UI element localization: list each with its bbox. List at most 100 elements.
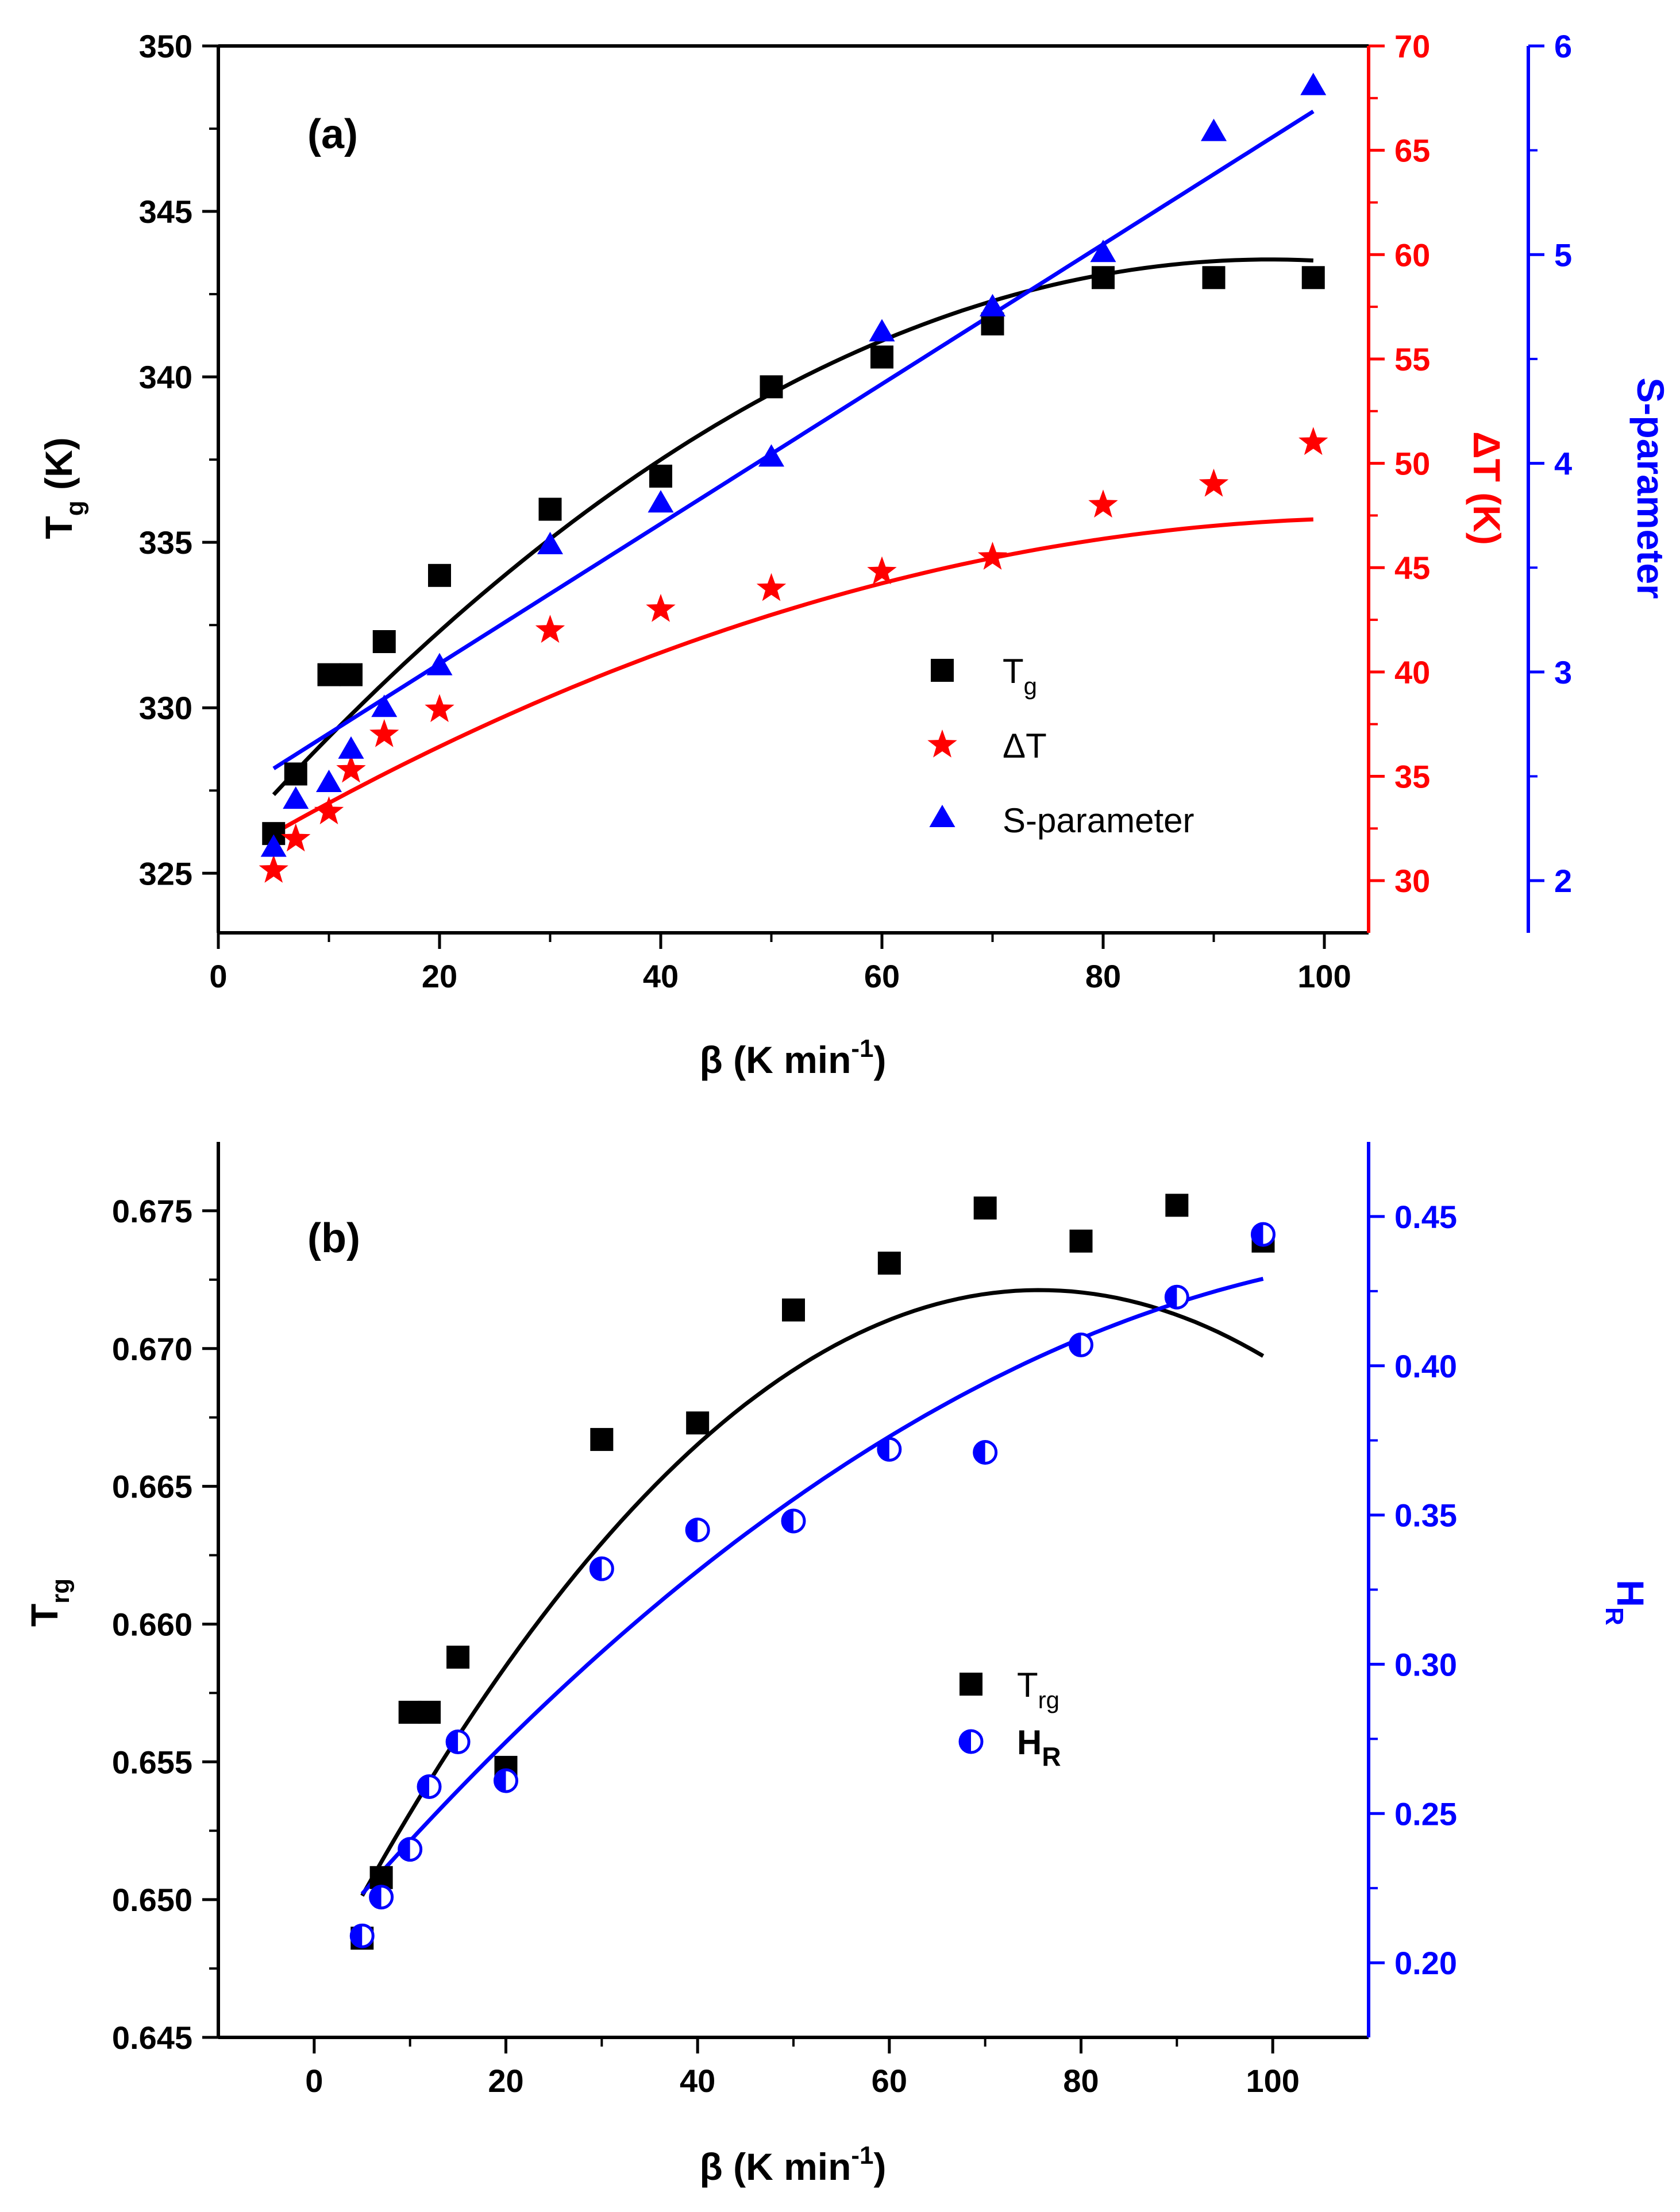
legend-marker-ΔT (927, 729, 957, 758)
data-point-ΔT (281, 823, 311, 852)
data-point-Tg (372, 630, 396, 654)
y-tick-label-right: 0.40 (1394, 1348, 1457, 1384)
legend-marker-Tg (931, 659, 954, 682)
y-tick-label-left: 0.660 (112, 1606, 192, 1642)
panel-label: (b) (307, 1215, 360, 1261)
data-point-ΔT (369, 719, 399, 747)
data-point-S-parameter (1300, 72, 1327, 95)
data-point-Trg (418, 1700, 441, 1724)
x-tick-label: 100 (1297, 958, 1351, 994)
data-point-Trg (686, 1411, 710, 1435)
x-tick-label: 40 (643, 958, 679, 994)
data-point-ΔT (535, 615, 565, 643)
data-point-ΔT (259, 855, 288, 883)
y-tick-label-left: 0.655 (112, 1744, 192, 1780)
data-point-S-parameter (1090, 240, 1116, 262)
x-axis-title: β (K min-1) (699, 2141, 886, 2188)
y-tick-label-right: 0.35 (1394, 1497, 1457, 1534)
y-tick-label-right1: 50 (1394, 446, 1430, 482)
y-tick-label-right1: 55 (1394, 341, 1430, 377)
y-axis-title-left: Trg (23, 1578, 75, 1627)
data-point-S-parameter (648, 490, 674, 513)
data-point-S-parameter (260, 834, 287, 857)
fit-line-HR (360, 1276, 1264, 1896)
y-axis-right1: 30 35 40 45 50 55 60 65 70 ΔT (K) (1367, 28, 1508, 933)
legend-label-HR: HR (1017, 1723, 1061, 1771)
x-tick-label: 80 (1085, 958, 1121, 994)
data-point-ΔT (756, 573, 787, 601)
y-tick-label-right1: 60 (1394, 237, 1430, 273)
data-point-ΔT (314, 796, 344, 825)
data-point-ΔT (1298, 427, 1328, 455)
data-point-Tg (428, 563, 451, 587)
y-tick-label-left: 330 (139, 690, 192, 726)
y-tick-label-left: 0.650 (112, 1882, 192, 1918)
y-tick-label-left: 345 (139, 194, 192, 230)
x-tick-label: 0 (305, 2063, 323, 2099)
panel-label: (a) (307, 111, 358, 157)
y-tick-label-left: 0.670 (112, 1331, 192, 1367)
data-point-HR (685, 1518, 710, 1543)
fit-line-ΔT (272, 517, 1313, 835)
data-point-S-parameter (869, 319, 895, 342)
data-point-Tg (1301, 266, 1325, 289)
data-point-S-parameter (371, 694, 398, 717)
legend: Trg HR (958, 1666, 1061, 1771)
series-Trg (350, 1194, 1275, 1950)
y-axis-title-right2: S-parameter (1629, 377, 1672, 599)
data-point-S-parameter (1200, 118, 1227, 141)
y-tick-label-right1: 45 (1394, 550, 1430, 586)
data-point-S-parameter (426, 653, 453, 675)
data-point-Tg (1092, 266, 1115, 289)
data-point-Trg (1069, 1229, 1093, 1253)
y-tick-label-right1: 35 (1394, 759, 1430, 795)
data-point-Tg (340, 663, 363, 686)
x-tick-label: 0 (209, 958, 227, 994)
data-point-HR (589, 1556, 614, 1581)
y-axis-right2: 2 3 4 5 6 S-parameter (1527, 28, 1672, 933)
data-point-ΔT (336, 754, 366, 783)
data-point-Tg (284, 762, 307, 786)
data-point-Trg (782, 1298, 805, 1322)
y-tick-label-right1: 70 (1394, 28, 1430, 64)
data-point-S-parameter (315, 770, 342, 793)
y-axis-title-left: Tg (K) (37, 437, 89, 539)
data-point-HR (973, 1439, 998, 1465)
data-point-Trg (1165, 1194, 1189, 1217)
data-point-Tg (1202, 266, 1226, 289)
x-tick-label: 100 (1246, 2063, 1299, 2099)
data-point-HR (417, 1774, 442, 1799)
data-point-ΔT (425, 694, 454, 723)
x-axis-title: β (K min-1) (699, 1034, 886, 1081)
data-point-Trg (590, 1428, 614, 1451)
y-tick-label-right2: 4 (1554, 446, 1572, 482)
legend-item-Tg: Tg (931, 652, 1037, 700)
fit-line-Tg (272, 257, 1313, 796)
y-tick-label-right: 0.20 (1394, 1945, 1457, 1981)
legend-marker-HR (958, 1729, 984, 1754)
data-point-Tg (760, 375, 783, 399)
y-axis-right: 0.20 0.25 0.30 0.35 0.40 0.45 HR (1367, 1142, 1652, 2037)
legend-marker-S-parameter (929, 805, 955, 827)
data-point-ΔT (977, 542, 1008, 570)
data-point-S-parameter (283, 786, 309, 809)
data-point-S-parameter (537, 531, 564, 554)
legend-label-Tg: Tg (1003, 652, 1037, 700)
y-tick-label-right: 0.45 (1394, 1199, 1457, 1235)
data-point-HR (1069, 1332, 1093, 1357)
legend-item-S-parameter: S-parameter (929, 801, 1194, 840)
data-point-HR (877, 1437, 902, 1462)
y-axis-title-right1: ΔT (K) (1466, 431, 1508, 545)
data-point-Tg (317, 663, 341, 686)
legend-label-S-parameter: S-parameter (1003, 801, 1194, 840)
legend-label-Trg: Trg (1017, 1666, 1059, 1713)
y-tick-label-right2: 5 (1554, 237, 1572, 273)
y-axis-left: 0.645 0.650 0.655 0.660 0.665 0.670 0.675 Trg (23, 1193, 218, 2056)
legend-item-Trg: Trg (960, 1666, 1059, 1713)
data-point-HR (1250, 1222, 1276, 1247)
data-point-HR (494, 1768, 518, 1793)
y-tick-label-right2: 2 (1554, 863, 1572, 899)
data-point-HR (349, 1923, 375, 1948)
